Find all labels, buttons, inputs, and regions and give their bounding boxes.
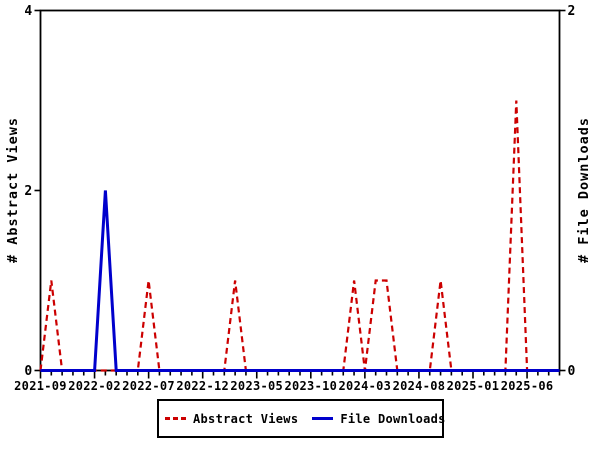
legend-label-file-downloads: File Downloads <box>340 411 446 426</box>
legend: Abstract Views File Downloads <box>157 399 445 438</box>
x-tick-label: 2024-03 <box>339 379 392 393</box>
x-tick-label: 2023-10 <box>284 379 337 393</box>
y-left-tick-label: 0 <box>24 364 32 379</box>
y-left-tick-label: 4 <box>24 4 32 19</box>
file-downloads-line <box>40 190 560 372</box>
x-tick-label: 2022-02 <box>68 379 121 393</box>
y-right-tick-label: 0 <box>568 364 576 379</box>
x-tick-label: 2021-09 <box>14 379 67 393</box>
file-downloads-line-swatch <box>312 417 334 420</box>
x-tick-label: 2023-05 <box>230 379 283 393</box>
x-tick-label: 2025-06 <box>501 379 554 393</box>
legend-item-abstract-views: Abstract Views <box>165 412 298 426</box>
abstract-views-line <box>39 100 560 372</box>
x-tick-label: 2022-12 <box>176 379 229 393</box>
y-axis-right-title: # File Downloads <box>576 116 592 264</box>
abstract-views-line-swatch <box>165 417 186 420</box>
x-tick-label: 2024-08 <box>393 379 446 393</box>
y-right-tick-label: 2 <box>568 4 576 19</box>
legend-item-file-downloads: File Downloads <box>312 412 445 426</box>
x-tick-label: 2022-07 <box>122 379 175 393</box>
x-tick-label: 2025-01 <box>447 379 500 393</box>
y-left-tick-label: 2 <box>24 184 32 199</box>
legend-label-abstract-views: Abstract Views <box>193 411 299 426</box>
y-axis-left-title: # Abstract Views <box>5 116 21 264</box>
plot-border <box>39 9 561 372</box>
